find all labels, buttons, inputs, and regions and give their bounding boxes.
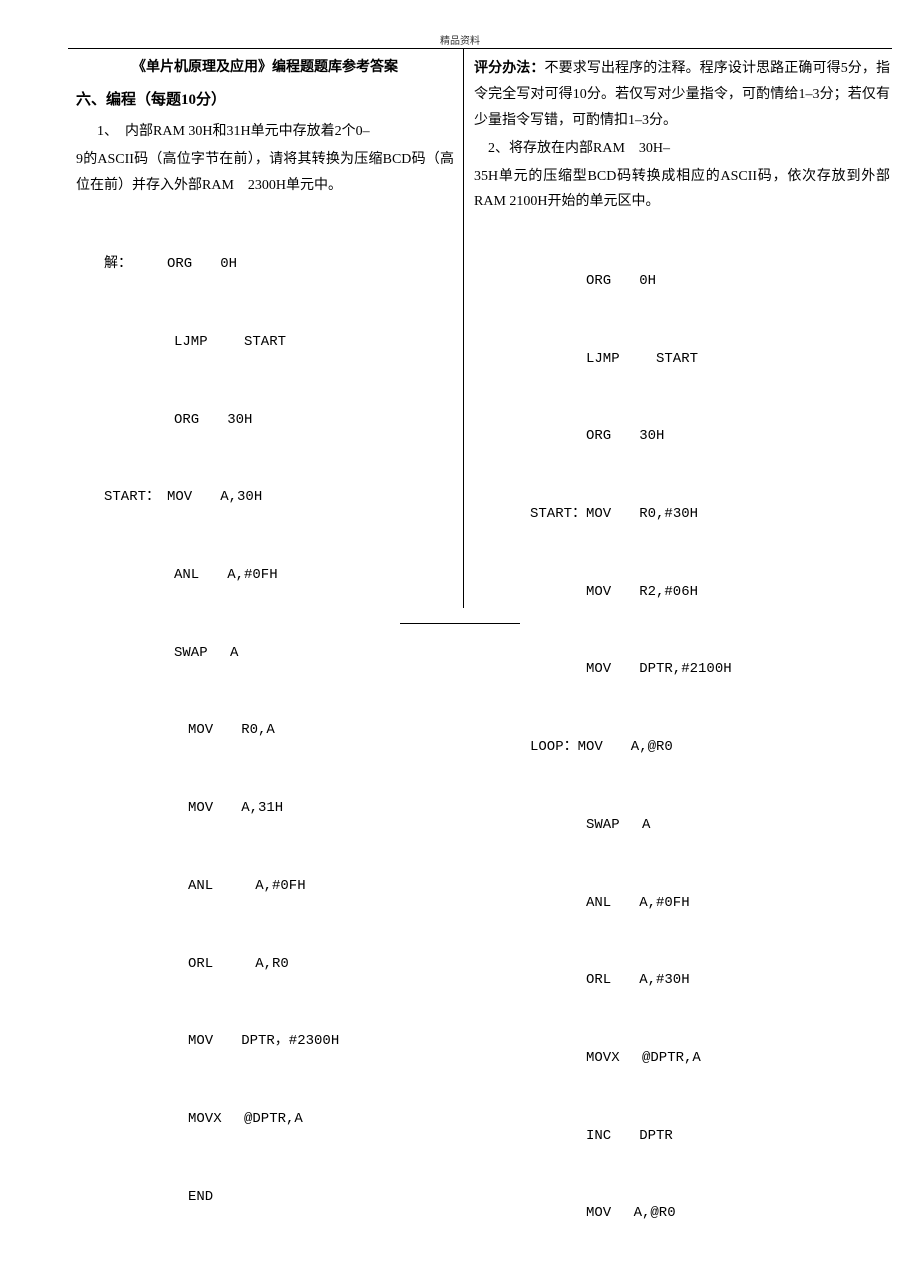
code-line: LJMP START <box>474 347 890 373</box>
code-line: INC DPTR <box>474 1124 890 1150</box>
right-column: 评分办法：不要求写出程序的注释。程序设计思路正确可得5分，指令完全写对可得10分… <box>474 56 890 1276</box>
code-line: LOOP：MOV A,@R0 <box>474 735 890 761</box>
code-line: ORL A,#30H <box>474 968 890 994</box>
code-line: ORG 30H <box>76 408 454 434</box>
code-block-1: 解： ORG 0H LJMP START ORG 30H START： MOV … <box>76 201 454 1263</box>
grading-paragraph: 评分办法：不要求写出程序的注释。程序设计思路正确可得5分，指令完全写对可得10分… <box>474 56 890 134</box>
top-horizontal-rule <box>68 48 892 49</box>
document-title: 《单片机原理及应用》编程题题库参考答案 <box>76 56 454 76</box>
code-line: SWAP A <box>474 813 890 839</box>
code-line: 解： ORG 0H <box>76 252 454 278</box>
code-line: MOV DPTR,#2100H <box>474 657 890 683</box>
left-column: 《单片机原理及应用》编程题题库参考答案 六、编程（每题10分） 1、 内部RAM… <box>76 56 454 1262</box>
q2-text-line1: 2、将存放在内部RAM 30H– <box>474 136 890 162</box>
code-line: MOVX @DPTR,A <box>474 1046 890 1072</box>
code-line: MOV DPTR，#2300H <box>76 1029 454 1055</box>
header-watermark: 精品资料 <box>440 32 480 47</box>
q1-text-line2: 9的ASCII码（高位字节在前），请将其转换为压缩BCD码（高位在前）并存入外部… <box>76 147 454 199</box>
footer-rule <box>400 623 520 624</box>
code-line: ORG 30H <box>474 424 890 450</box>
code-line: MOVX @DPTR,A <box>76 1107 454 1133</box>
code-line: LJMP START <box>76 330 454 356</box>
code-line: START： MOV A,30H <box>76 485 454 511</box>
q2-text-line2: 35H单元的压缩型BCD码转换成相应的ASCII码，依次存放到外部RAM 210… <box>474 164 890 216</box>
code-block-2: ORG 0H LJMP START ORG 30H START：MOV R0,#… <box>474 217 890 1276</box>
code-line: MOV A,31H <box>76 796 454 822</box>
code-line: MOV R2,#06H <box>474 580 890 606</box>
code-line: MOV A,@R0 <box>474 1201 890 1227</box>
q1-text-line1: 1、 内部RAM 30H和31H单元中存放着2个0– <box>76 119 454 145</box>
grading-label: 评分办法： <box>474 61 545 76</box>
code-line: START：MOV R0,#30H <box>474 502 890 528</box>
column-divider <box>463 48 464 608</box>
code-line: ANL A,#0FH <box>76 563 454 589</box>
code-line: ORL A,R0 <box>76 952 454 978</box>
code-line: MOV R0,A <box>76 718 454 744</box>
code-line: SWAP A <box>76 641 454 667</box>
code-line: ANL A,#0FH <box>474 891 890 917</box>
section-header: 六、编程（每题10分） <box>76 88 454 109</box>
code-line: ANL A,#0FH <box>76 874 454 900</box>
code-line: ORG 0H <box>474 269 890 295</box>
code-line: END <box>76 1185 454 1211</box>
